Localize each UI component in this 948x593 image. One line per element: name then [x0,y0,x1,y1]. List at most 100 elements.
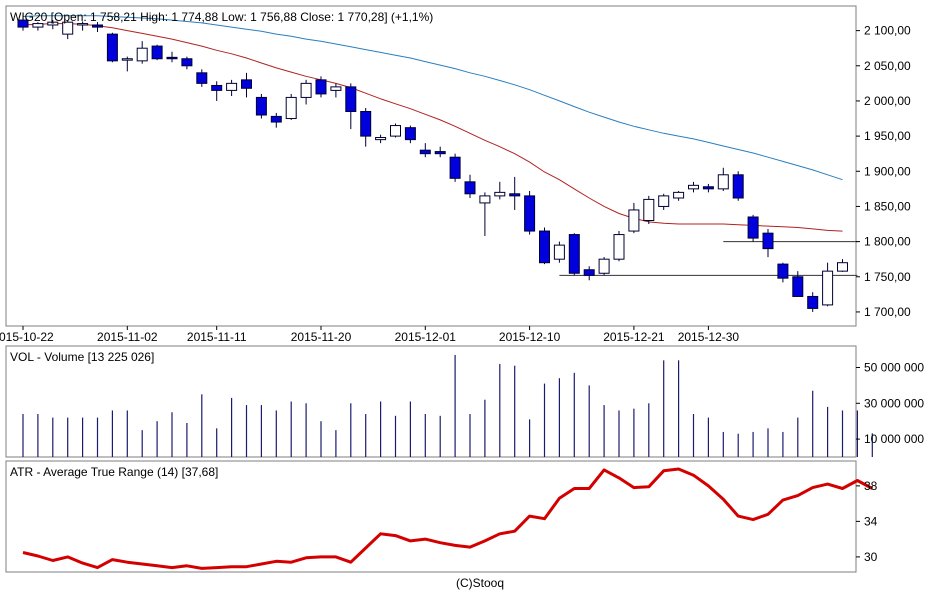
candle-body-down [360,110,372,137]
candle-body-down [315,79,327,95]
candle-body-up [47,21,59,26]
candle-body-down [792,276,804,297]
date-x-axis: 2015-10-22 2015-11-02 2015-11-11 2015-11-20… [0,326,739,344]
atr-panel [5,460,857,573]
candlestick [628,202,640,234]
candle-body-up [77,23,89,26]
candlestick [792,271,804,297]
candlestick [330,83,342,98]
candlestick [315,76,327,98]
volume-bars [22,354,873,457]
x-tick-label: 2015-11-02 [97,330,158,344]
candlestick [32,22,44,31]
candle-body-down [464,181,476,195]
candlestick [702,183,714,193]
candle-body-up [62,21,74,35]
candlestick [777,262,789,283]
candlestick [151,44,163,61]
atr-panel-title: ATR - Average True Range (14) [37,68] [10,465,218,479]
candlestick [211,81,223,101]
candle-body-up [494,191,506,197]
candlestick [375,134,387,144]
candle-body-down [181,58,193,67]
volume-y-tick-label: 50 000 000 [864,360,924,374]
candlestick [464,174,476,198]
volume-y-tick-label: 10 000 000 [864,432,924,446]
candlestick [658,193,670,210]
candlestick [747,214,759,242]
price-panel [5,5,857,327]
candlestick [404,125,416,144]
atr-y-tick-label: 34 [864,514,878,528]
candle-body-down [404,127,416,141]
candle-body-down [211,84,223,91]
candle-body-down [151,45,163,60]
x-tick-label: 2015-12-21 [603,330,665,344]
volume-y-axis: 10 000 000 30 000 000 50 000 000 [856,360,924,446]
candle-body-down [255,96,267,116]
atr-y-tick-label: 30 [864,550,878,564]
candlestick [494,181,506,200]
price-y-axis: 1 700,00 1 750,00 1 800,00 1 850,00 1 900,00… [856,24,911,319]
candlestick [598,257,610,276]
atr-line [22,467,874,570]
candlestick [762,228,774,258]
candle-body-down [762,232,774,250]
copyright-footer: (C)Stooq [456,576,504,590]
candlestick [106,32,118,63]
candlesticks [17,17,848,312]
candlestick [822,262,834,307]
candle-body-down [509,193,521,197]
atr-y-tick-label: 38 [864,479,878,493]
price-y-tick-label: 1 800,00 [864,235,911,249]
candle-body-down [777,263,789,279]
price-panel-title: WIG20 [Open: 1 758,21 High: 1 774,88 Low… [10,10,433,24]
candlestick [568,233,580,276]
candlestick [181,56,193,70]
candlestick [196,69,208,87]
candlestick [270,112,282,128]
candle-body-up [598,258,610,274]
candle-body-down [702,186,714,190]
candlestick [673,190,685,201]
candlestick [732,171,744,201]
candlestick [717,167,729,191]
candlestick [539,227,550,265]
atr-y-axis: 30 34 38 [856,479,878,564]
candle-body-down [583,269,595,276]
candle-body-down [92,24,103,28]
candle-body-up [330,86,342,91]
candlestick [360,107,372,147]
moving-average-short-line [22,23,843,232]
candlestick [643,195,655,225]
candle-body-down [732,174,744,199]
candlestick [92,22,103,33]
candle-body-up [673,191,685,199]
candle-body-down [419,149,431,155]
candlestick [613,231,625,262]
x-tick-label: 2015-12-01 [395,330,457,344]
candle-body-up [837,262,848,272]
candle-body-up [717,174,729,190]
candlestick [17,17,29,31]
candlestick [419,143,431,158]
x-tick-label: 2015-10-22 [0,330,54,344]
candlestick [688,181,699,193]
candle-body-up [375,137,387,141]
support-lines [559,241,858,276]
volume-panel [5,345,857,458]
candlestick [62,20,74,40]
price-y-tick-label: 1 900,00 [864,164,911,178]
x-tick-label: 2015-11-20 [291,330,352,344]
candlestick [390,123,401,138]
candle-body-down [568,234,580,274]
candlestick [524,190,536,235]
candlestick [226,79,238,97]
candlestick [345,83,357,130]
candle-body-down [524,195,536,232]
candlestick [837,259,848,272]
candlestick [121,56,133,72]
candle-body-down [449,156,461,179]
price-y-tick-label: 1 700,00 [864,305,911,319]
